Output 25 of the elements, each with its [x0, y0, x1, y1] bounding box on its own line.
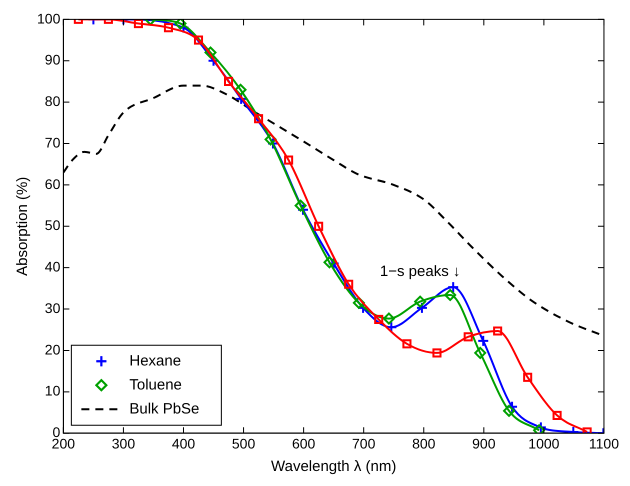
y-tick-label: 90 — [44, 52, 61, 68]
y-tick-label: 20 — [44, 341, 61, 358]
x-tick-label: 400 — [172, 435, 196, 452]
x-tick-label: 600 — [292, 435, 316, 452]
x-tick-label: 1000 — [528, 435, 560, 452]
x-tick-label: 700 — [352, 435, 376, 452]
y-tick-label: 80 — [44, 93, 61, 110]
legend-label: Bulk PbSe — [129, 400, 200, 418]
y-tick-label: 60 — [44, 176, 61, 192]
x-tick-label: 900 — [472, 435, 496, 452]
x-tick-label: 800 — [412, 435, 436, 452]
x-tick-label: 500 — [232, 435, 256, 452]
annotation: 1−s peaks ↓ — [380, 262, 460, 280]
y-tick-label: 40 — [44, 258, 61, 275]
y-tick-label: 70 — [44, 134, 61, 150]
y-axis-title: Absorption (%) — [14, 176, 32, 276]
legend-label: Hexane — [129, 352, 182, 370]
x-tick-label: 1100 — [588, 435, 620, 452]
y-tick-label: 10 — [44, 382, 61, 399]
legend-label: Toluene — [129, 376, 182, 394]
y-tick-label: 100 — [37, 10, 61, 26]
y-tick-label: 50 — [44, 217, 61, 234]
y-tick-label: 30 — [44, 300, 61, 316]
x-tick-label: 300 — [112, 435, 136, 452]
x-axis-title: Wavelength λ (nm) — [270, 458, 396, 476]
